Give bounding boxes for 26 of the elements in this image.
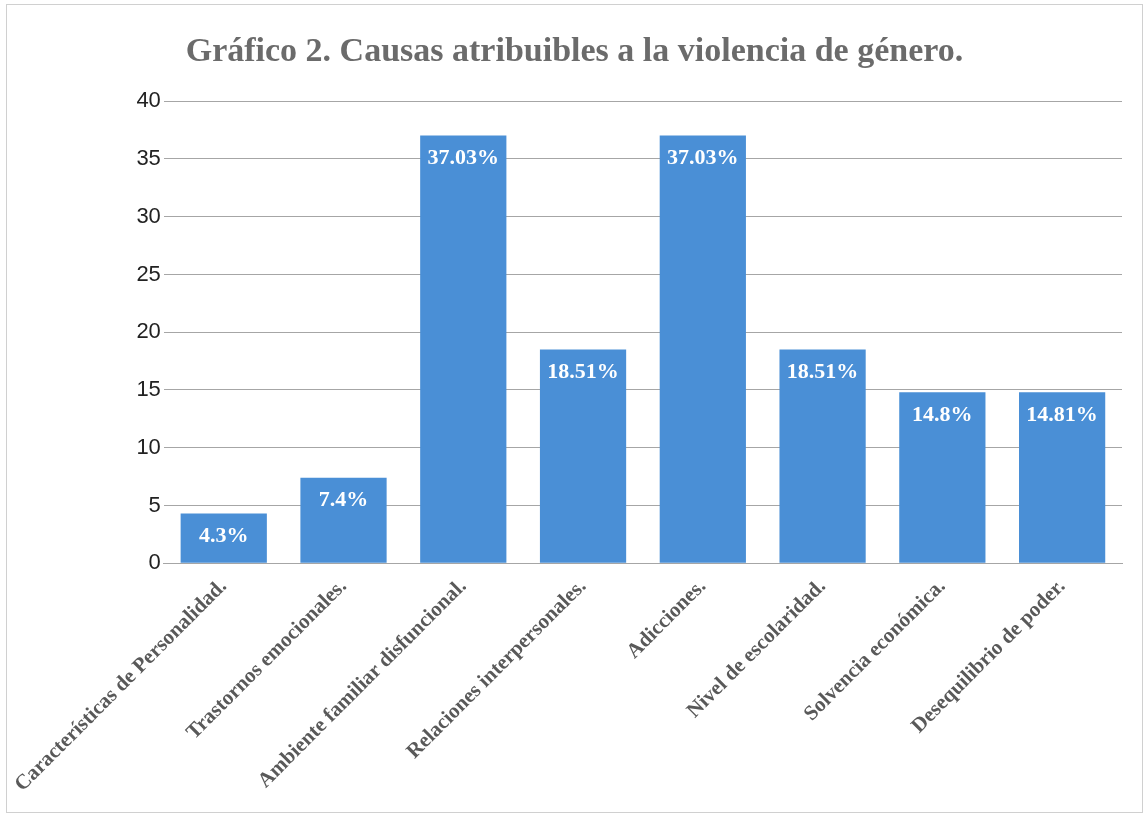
chart-title: Gráfico 2. Causas atribuibles a la violencia de género. [184, 31, 965, 69]
bar [180, 513, 267, 563]
bar [659, 135, 746, 563]
bar [1019, 392, 1106, 563]
data-label: 18.51% [786, 358, 859, 384]
data-label: 37.03% [427, 144, 500, 170]
bar [300, 477, 387, 563]
bar [539, 349, 627, 563]
bar [899, 392, 986, 563]
y-tick-label: 10 [136, 433, 161, 459]
y-tick-label: 25 [136, 260, 161, 286]
data-label: 14.8% [912, 400, 973, 426]
data-label: 7.4% [318, 486, 369, 512]
y-tick-label: 5 [148, 491, 161, 517]
y-tick-label: 15 [136, 376, 161, 402]
y-tick-label: 35 [136, 145, 161, 171]
data-label: 37.03% [667, 144, 739, 170]
bar [420, 135, 507, 563]
y-tick-label: 30 [136, 202, 161, 228]
bar [779, 349, 866, 563]
y-tick-label: 40 [136, 87, 161, 113]
y-tick-label: 0 [148, 549, 161, 575]
data-label: 14.81% [1026, 400, 1098, 426]
data-label: 4.3% [199, 522, 249, 548]
data-label: 18.51% [547, 358, 619, 384]
y-tick-label: 20 [136, 318, 161, 344]
